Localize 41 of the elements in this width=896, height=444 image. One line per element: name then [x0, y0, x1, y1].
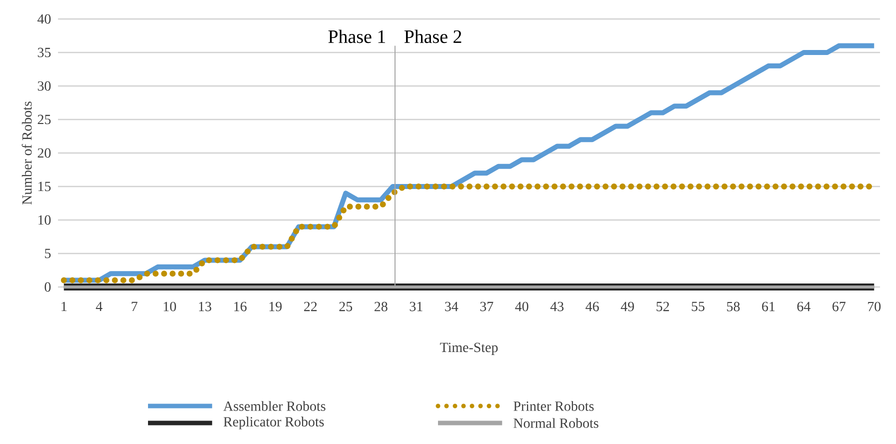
- x-tick-label: 64: [797, 302, 810, 312]
- x-tick-label: 10: [164, 302, 176, 312]
- y-tick-label: 20: [38, 148, 51, 158]
- legend-label: Normal Robots: [514, 418, 598, 428]
- x-tick-label: 1: [62, 302, 67, 312]
- x-tick-label: 58: [727, 302, 740, 312]
- y-tick-label: 25: [38, 114, 51, 124]
- x-tick-label: 31: [410, 302, 422, 312]
- x-tick-label: 16: [234, 302, 247, 312]
- legend-label: Replicator Robots: [224, 416, 324, 430]
- x-tick-label: 61: [762, 302, 775, 312]
- y-tick-label: 10: [38, 215, 51, 225]
- x-tick-label: 22: [304, 302, 317, 312]
- x-tick-label: 13: [199, 302, 212, 312]
- y-tick-label: 5: [45, 248, 51, 258]
- x-axis-title: Time-Step: [440, 342, 498, 355]
- annotation: Phase 1: [328, 30, 386, 44]
- x-tick-label: 19: [269, 302, 282, 312]
- x-tick-label: 37: [480, 302, 494, 312]
- x-tick-label: 52: [656, 302, 669, 312]
- y-tick-label: 40: [37, 14, 51, 24]
- x-tick-label: 43: [550, 302, 564, 312]
- x-tick-label: 28: [374, 302, 388, 312]
- x-tick-label: 49: [620, 302, 634, 312]
- y-axis-title: Number of Robots: [22, 102, 32, 204]
- y-tick-label: 15: [38, 182, 51, 192]
- x-tick-label: 46: [586, 302, 599, 312]
- annotation: Phase 2: [404, 30, 462, 44]
- y-tick-label: 30: [38, 81, 51, 91]
- y-tick-label: 35: [38, 48, 51, 58]
- legend-label: Assembler Robots: [223, 401, 326, 411]
- x-tick-label: 25: [339, 302, 352, 312]
- x-tick-label: 70: [868, 302, 881, 312]
- x-tick-label: 7: [132, 302, 138, 311]
- x-tick-label: 55: [692, 302, 704, 312]
- x-tick-label: 34: [445, 302, 458, 312]
- x-tick-label: 4: [96, 302, 102, 312]
- x-tick-label: 40: [515, 302, 528, 312]
- y-tick-label: 0: [44, 282, 51, 292]
- x-tick-label: 67: [832, 302, 846, 312]
- legend-label: Printer Robots: [514, 401, 594, 411]
